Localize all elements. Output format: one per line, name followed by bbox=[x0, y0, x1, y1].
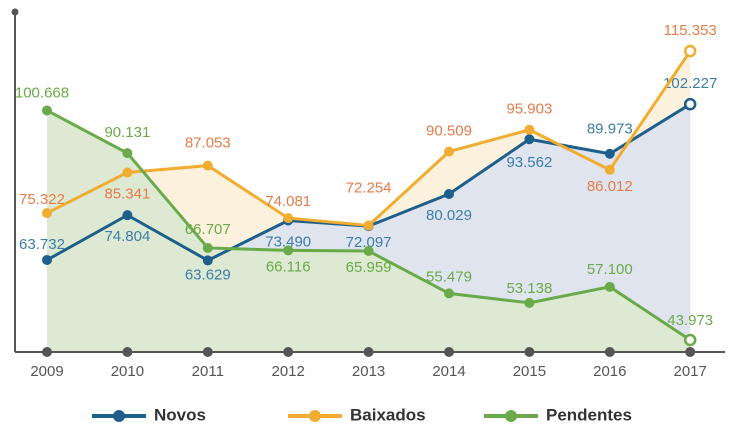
point bbox=[604, 281, 615, 292]
point bbox=[42, 105, 52, 116]
value-label: 89.973 bbox=[587, 121, 633, 138]
x-tick bbox=[122, 347, 133, 357]
value-label: 115.353 bbox=[664, 22, 717, 39]
x-tick-label: 2009 bbox=[30, 363, 63, 380]
point bbox=[444, 288, 454, 299]
point bbox=[524, 124, 535, 135]
x-tick bbox=[42, 347, 52, 357]
point bbox=[202, 242, 213, 253]
point bbox=[42, 254, 52, 265]
value-label: 85.341 bbox=[104, 185, 150, 202]
value-label: 53.138 bbox=[506, 280, 552, 297]
value-label: 55.479 bbox=[426, 268, 472, 285]
legend-label: Novos bbox=[154, 405, 206, 424]
x-tick-label: 2012 bbox=[272, 363, 305, 380]
point bbox=[444, 146, 454, 157]
point bbox=[202, 160, 213, 171]
point bbox=[122, 167, 133, 178]
value-label: 80.029 bbox=[426, 207, 472, 224]
x-tick bbox=[604, 347, 615, 357]
legend-label: Pendentes bbox=[546, 405, 632, 424]
value-label: 72.097 bbox=[346, 234, 392, 251]
legend-marker bbox=[309, 410, 321, 422]
x-tick bbox=[363, 347, 374, 357]
x-tick-label: 2016 bbox=[593, 363, 626, 380]
x-tick bbox=[524, 347, 535, 357]
value-label: 72.254 bbox=[346, 179, 392, 196]
legend-marker bbox=[505, 410, 517, 422]
value-label: 63.732 bbox=[19, 236, 65, 253]
value-label: 66.116 bbox=[266, 258, 311, 275]
x-tick-label: 2017 bbox=[674, 363, 707, 380]
value-label: 65.959 bbox=[346, 259, 392, 276]
point bbox=[122, 148, 133, 159]
x-tick bbox=[444, 347, 454, 357]
value-label: 90.131 bbox=[104, 124, 150, 141]
point bbox=[604, 148, 615, 159]
point bbox=[283, 213, 294, 224]
point bbox=[524, 297, 535, 308]
point bbox=[604, 164, 615, 175]
axis-end bbox=[11, 8, 19, 16]
value-label: 57.100 bbox=[587, 261, 633, 278]
point bbox=[444, 189, 454, 200]
point bbox=[683, 44, 697, 58]
value-label: 93.562 bbox=[506, 154, 552, 171]
point bbox=[363, 245, 374, 256]
value-label: 63.629 bbox=[185, 266, 231, 283]
legend-marker bbox=[113, 410, 125, 422]
point bbox=[683, 333, 697, 347]
value-label: 90.509 bbox=[426, 123, 472, 140]
x-tick bbox=[283, 347, 294, 357]
x-tick-label: 2015 bbox=[513, 363, 546, 380]
value-label: 102.227 bbox=[663, 75, 717, 92]
point bbox=[42, 208, 52, 219]
point bbox=[122, 210, 133, 221]
value-label: 100.668 bbox=[15, 84, 69, 101]
value-label: 86.012 bbox=[587, 178, 633, 195]
point bbox=[202, 255, 213, 266]
value-label: 95.903 bbox=[506, 101, 552, 118]
area bbox=[47, 110, 691, 352]
legend-label: Baixados bbox=[350, 405, 426, 424]
x-tick bbox=[202, 347, 213, 357]
value-label: 87.053 bbox=[185, 135, 231, 152]
x-tick-label: 2014 bbox=[432, 363, 465, 380]
point bbox=[363, 220, 374, 231]
value-label: 66.707 bbox=[185, 221, 231, 238]
value-label: 74.081 bbox=[265, 193, 311, 210]
x-tick-label: 2013 bbox=[352, 363, 385, 380]
value-label: 43.973 bbox=[667, 312, 713, 329]
point bbox=[283, 245, 294, 256]
value-label: 73.490 bbox=[265, 233, 311, 250]
value-label: 75.322 bbox=[19, 191, 65, 208]
x-tick-label: 2011 bbox=[192, 363, 224, 380]
x-tick bbox=[685, 347, 696, 357]
point bbox=[524, 134, 535, 145]
value-label: 74.804 bbox=[104, 228, 150, 245]
point bbox=[683, 97, 697, 111]
x-tick-label: 2010 bbox=[111, 363, 144, 380]
